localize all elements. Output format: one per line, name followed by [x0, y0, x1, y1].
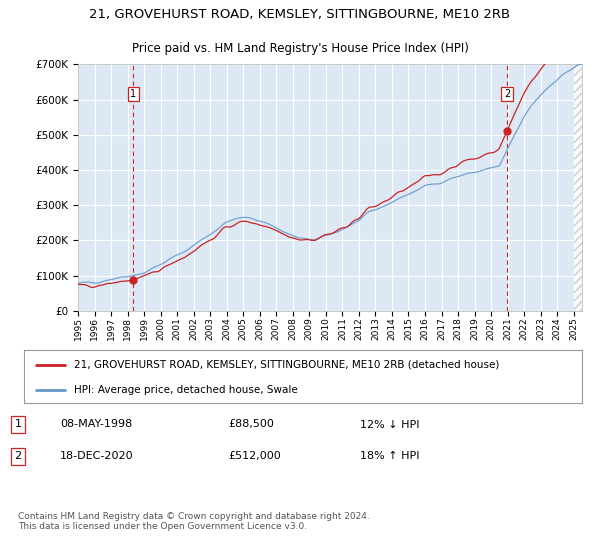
Text: 12% ↓ HPI: 12% ↓ HPI [360, 419, 419, 430]
Text: 18% ↑ HPI: 18% ↑ HPI [360, 451, 419, 461]
Text: 21, GROVEHURST ROAD, KEMSLEY, SITTINGBOURNE, ME10 2RB (detached house): 21, GROVEHURST ROAD, KEMSLEY, SITTINGBOU… [74, 360, 500, 370]
Text: 1: 1 [14, 419, 22, 430]
Text: Price paid vs. HM Land Registry's House Price Index (HPI): Price paid vs. HM Land Registry's House … [131, 42, 469, 55]
Text: £512,000: £512,000 [228, 451, 281, 461]
Text: 2: 2 [14, 451, 22, 461]
Text: 1: 1 [130, 89, 137, 99]
Text: HPI: Average price, detached house, Swale: HPI: Average price, detached house, Swal… [74, 385, 298, 395]
Text: 18-DEC-2020: 18-DEC-2020 [60, 451, 134, 461]
Text: 08-MAY-1998: 08-MAY-1998 [60, 419, 132, 430]
Text: 2: 2 [504, 89, 510, 99]
Text: £88,500: £88,500 [228, 419, 274, 430]
Text: Contains HM Land Registry data © Crown copyright and database right 2024.
This d: Contains HM Land Registry data © Crown c… [18, 512, 370, 531]
Text: 21, GROVEHURST ROAD, KEMSLEY, SITTINGBOURNE, ME10 2RB: 21, GROVEHURST ROAD, KEMSLEY, SITTINGBOU… [89, 8, 511, 21]
